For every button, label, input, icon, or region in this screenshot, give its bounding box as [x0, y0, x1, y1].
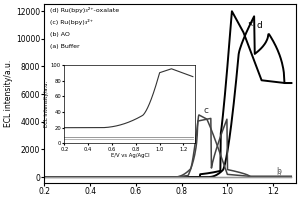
- Y-axis label: ECL intensity/a.u.: ECL intensity/a.u.: [4, 60, 13, 127]
- Text: d: d: [249, 21, 263, 30]
- Text: (c) Ru(bpy)₃²⁺: (c) Ru(bpy)₃²⁺: [50, 19, 93, 25]
- Text: (b) AO: (b) AO: [50, 32, 70, 37]
- Text: (a) Buffer: (a) Buffer: [50, 44, 80, 49]
- Text: a: a: [276, 169, 281, 178]
- Text: (d) Ru(bpy)₃²⁺-oxalate: (d) Ru(bpy)₃²⁺-oxalate: [50, 7, 119, 13]
- Text: b: b: [276, 167, 281, 176]
- Text: c: c: [203, 106, 208, 115]
